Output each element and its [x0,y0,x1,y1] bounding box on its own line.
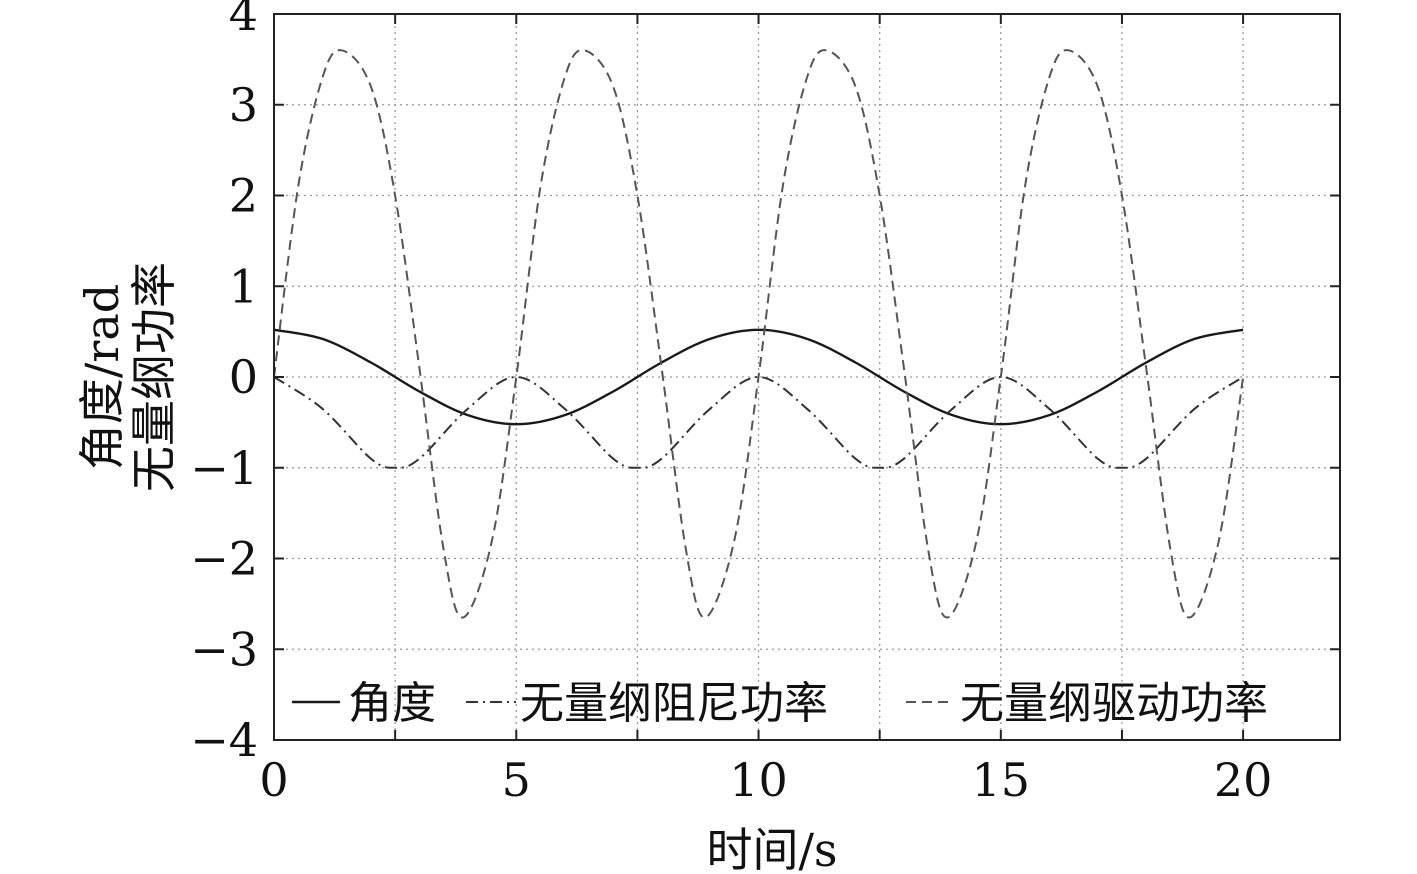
legend-label-damping-power: 无量纲阻尼功率 [520,678,828,729]
y-tick-label-3: −1 [190,441,258,495]
y-tick-label-4: 0 [229,350,258,404]
y-tick-label-0: −4 [190,713,258,767]
y-tick-labels: −4 −3 −2 −1 0 1 2 3 4 [190,0,258,767]
x-tick-label-1: 5 [502,753,531,807]
series-lines [273,49,1245,619]
y-axis-label-line-2-group: 无量纲功率 [127,262,181,492]
y-axis-label-line-2: 无量纲功率 [127,262,181,492]
x-tick-label-2: 10 [729,753,788,807]
legend-label-angle: 角度 [348,678,436,729]
grid [274,14,1340,740]
y-tick-label-5: 1 [229,259,258,313]
x-axis-label: 时间/s [706,823,837,874]
x-tick-labels: 0 5 10 15 20 [259,753,1272,807]
series-driving-power-line [273,49,1245,619]
legend: 角度 无量纲阻尼功率 无量纲驱动功率 [292,678,1268,729]
y-axis-label-line-1-group: 角度/rad [75,284,129,470]
y-tick-label-1: −3 [190,622,258,676]
legend-label-driving-power: 无量纲驱动功率 [960,678,1268,729]
y-tick-label-7: 3 [229,78,258,132]
series-damping-power-line [273,375,1244,469]
y-tick-label-8: 4 [229,0,258,41]
y-tick-label-6: 2 [229,169,258,223]
x-tick-label-3: 15 [972,753,1031,807]
axis-ticks [274,13,1340,741]
y-axis-label-line-1: 角度/rad [75,284,129,470]
y-tick-label-2: −2 [190,532,258,586]
series-angle-line [273,328,1244,426]
x-tick-label-0: 0 [259,753,288,807]
x-tick-label-4: 20 [1214,753,1273,807]
